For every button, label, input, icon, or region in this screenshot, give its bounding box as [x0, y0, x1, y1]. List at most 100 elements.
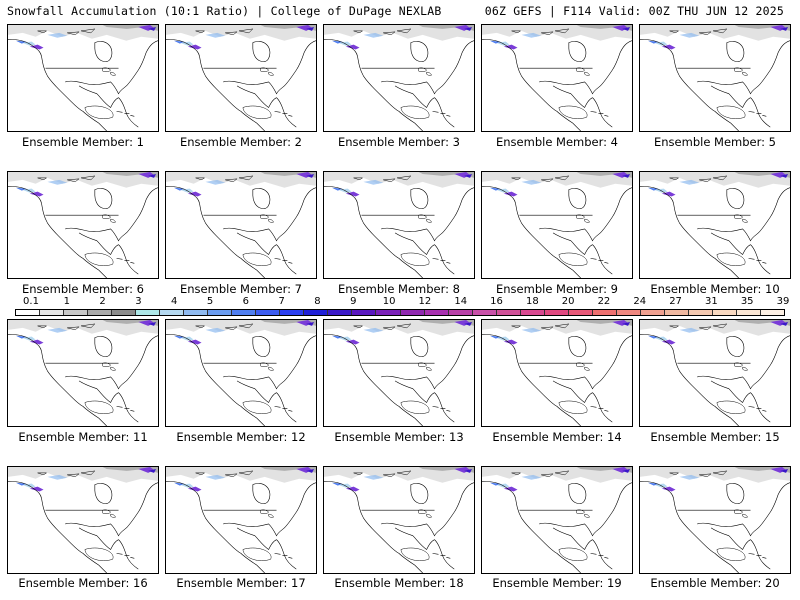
north-america-map	[166, 25, 316, 131]
colorbar-swatch	[160, 310, 185, 315]
ensemble-member-label: Ensemble Member: 5	[654, 135, 776, 149]
colorbar-swatch	[736, 310, 761, 315]
north-america-map	[8, 25, 158, 131]
colorbar-tick-label: 2	[99, 296, 106, 307]
ensemble-member-label: Ensemble Member: 14	[492, 430, 622, 444]
colorbar-swatch	[496, 310, 521, 315]
north-america-map	[640, 467, 790, 573]
north-america-map	[324, 320, 474, 426]
ensemble-map-panel	[7, 24, 159, 132]
north-america-map	[8, 172, 158, 278]
colorbar-swatch	[664, 310, 689, 315]
colorbar-swatch	[40, 310, 65, 315]
ensemble-member-label: Ensemble Member: 13	[334, 430, 464, 444]
valid-time-label: 06Z GEFS | F114 Valid: 00Z THU JUN 12 20…	[484, 4, 784, 18]
north-america-map	[640, 320, 790, 426]
colorbar-tick-label: 4	[171, 296, 178, 307]
north-america-map	[482, 25, 632, 131]
colorbar-swatch	[64, 310, 89, 315]
north-america-map	[166, 172, 316, 278]
colorbar-tick-label: 22	[597, 296, 611, 307]
north-america-map	[482, 172, 632, 278]
colorbar-tick-label: 27	[669, 296, 682, 307]
ensemble-map-panel	[7, 171, 159, 279]
north-america-map	[8, 320, 158, 426]
colorbar	[15, 309, 785, 316]
colorbar-swatch	[328, 310, 353, 315]
north-america-map	[166, 467, 316, 573]
ensemble-map-panel	[7, 319, 159, 427]
colorbar-swatch	[424, 310, 449, 315]
colorbar-tick-label: 12	[418, 296, 432, 307]
ensemble-map-panel	[323, 319, 475, 427]
ensemble-member-label: Ensemble Member: 9	[496, 282, 618, 296]
ensemble-map-panel	[481, 24, 633, 132]
ensemble-member-label: Ensemble Member: 4	[496, 135, 618, 149]
colorbar-swatch	[352, 310, 377, 315]
colorbar-tick-label: 20	[561, 296, 575, 307]
ensemble-map-panel	[165, 319, 317, 427]
colorbar-tick-label: 18	[525, 296, 539, 307]
colorbar-tick-label: 3	[135, 296, 142, 307]
colorbar-tick-label: 31	[705, 296, 718, 307]
ensemble-member-label: Ensemble Member: 17	[176, 576, 306, 590]
ensemble-member-label: Ensemble Member: 18	[334, 576, 464, 590]
colorbar-tick-label: 0.1	[23, 296, 39, 307]
ensemble-member-label: Ensemble Member: 8	[338, 282, 460, 296]
colorbar-swatch	[136, 310, 161, 315]
colorbar-swatch	[400, 310, 425, 315]
colorbar-swatch	[112, 310, 137, 315]
colorbar-swatch	[304, 310, 329, 315]
ensemble-map-panel	[323, 171, 475, 279]
colorbar-tick-label: 1	[63, 296, 70, 307]
ensemble-member-label: Ensemble Member: 6	[22, 282, 144, 296]
chart-title: Snowfall Accumulation (10:1 Ratio) | Col…	[7, 4, 442, 18]
ensemble-map-panel	[639, 24, 791, 132]
colorbar-tick-label: 16	[490, 296, 503, 307]
north-america-map	[166, 320, 316, 426]
colorbar-swatch	[232, 310, 257, 315]
colorbar-swatch	[16, 310, 41, 315]
ensemble-map-panel	[165, 171, 317, 279]
ensemble-member-label: Ensemble Member: 7	[180, 282, 302, 296]
ensemble-map-panel	[639, 466, 791, 574]
ensemble-map-panel	[639, 319, 791, 427]
colorbar-swatch	[376, 310, 401, 315]
ensemble-member-label: Ensemble Member: 2	[180, 135, 302, 149]
colorbar-tick-label: 35	[740, 296, 754, 307]
north-america-map	[324, 172, 474, 278]
north-america-map	[640, 172, 790, 278]
north-america-map	[324, 467, 474, 573]
colorbar-tick-label: 8	[314, 296, 321, 307]
colorbar-swatch	[544, 310, 569, 315]
colorbar-swatch	[568, 310, 593, 315]
colorbar-tick-label: 7	[278, 296, 285, 307]
ensemble-map-panel	[481, 171, 633, 279]
ensemble-member-label: Ensemble Member: 12	[176, 430, 306, 444]
colorbar-swatch	[280, 310, 305, 315]
north-america-map	[324, 25, 474, 131]
ensemble-map-panel	[639, 171, 791, 279]
colorbar-swatch	[688, 310, 713, 315]
north-america-map	[8, 467, 158, 573]
ensemble-map-panel	[323, 466, 475, 574]
colorbar-swatch	[616, 310, 641, 315]
colorbar-tick-label: 9	[350, 296, 357, 307]
ensemble-map-panel	[165, 466, 317, 574]
colorbar-tick-label: 5	[206, 296, 214, 307]
colorbar-swatch	[520, 310, 545, 315]
ensemble-map-panel	[481, 466, 633, 574]
ensemble-member-label: Ensemble Member: 15	[650, 430, 780, 444]
ensemble-map-panel	[165, 24, 317, 132]
colorbar-tick-label: 24	[633, 296, 647, 307]
ensemble-member-label: Ensemble Member: 16	[18, 576, 148, 590]
ensemble-member-label: Ensemble Member: 10	[650, 282, 780, 296]
colorbar-labels: 0.1 1 2 3 4 5 6 7 8 9 10 12 14 16 18 20 22 24 27 31 35 39	[15, 296, 789, 308]
ensemble-member-label: Ensemble Member: 3	[338, 135, 460, 149]
colorbar-tick-label: 14	[454, 296, 468, 307]
north-america-map	[482, 467, 632, 573]
colorbar-swatch	[592, 310, 617, 315]
ensemble-map-panel	[323, 24, 475, 132]
colorbar-swatch	[184, 310, 209, 315]
colorbar-swatch	[760, 310, 784, 315]
